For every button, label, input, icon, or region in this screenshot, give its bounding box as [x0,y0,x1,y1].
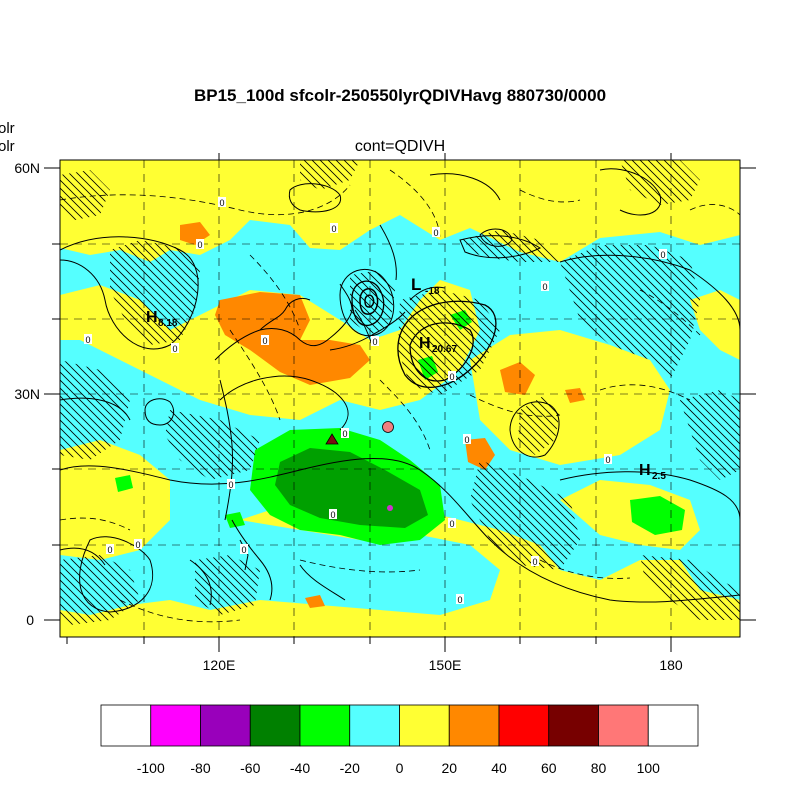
colorbar-label: -20 [340,760,360,776]
colorbar-label: 20 [441,760,457,776]
colorbar-label: -60 [240,760,260,776]
grid-lines [60,160,740,637]
contour-label: 0 [85,335,90,345]
contour-label: 0 [449,372,454,382]
contour-lines [60,168,740,623]
contour-label: 0 [330,510,335,520]
contour-label: 0 [433,228,438,238]
svg-text:2.5: 2.5 [652,471,666,482]
colorbar-box [349,704,400,747]
pressure-center-h-8-18: H 8.18 [146,309,178,329]
left-label-2: olr [0,138,15,155]
colorbar-box [249,704,301,747]
svg-text:0: 0 [241,545,246,555]
contour-label: 0 [219,198,224,208]
colorbar [100,704,699,747]
svg-text:20.67: 20.67 [432,344,457,355]
colorbar-box [598,704,649,747]
hatched-regions [60,160,740,625]
colorbar-box [150,704,201,747]
axis-ticks [44,153,756,652]
colorbar-label: 80 [591,760,607,776]
colorbar-labels: -100 -80 -60 -40 -20 0 20 40 60 80 100 [137,760,660,776]
left-label-1: olr [0,120,15,137]
lat-tick-label-30n: 30N [14,386,40,402]
contour-label: 0 [532,557,537,567]
svg-text:8.18: 8.18 [158,318,178,329]
colorbar-label: 60 [541,760,557,776]
colorbar-label: -100 [137,760,165,776]
svg-text:0: 0 [135,540,140,550]
contour-label: 0 [449,519,454,529]
svg-text:H: H [146,309,158,326]
colorbar-box [299,704,351,747]
contour-label: 0 [331,224,336,234]
svg-text:H: H [419,335,431,352]
colorbar-label: -40 [290,760,310,776]
marker-circle [382,421,394,433]
colorbar-label: 100 [637,760,661,776]
lat-tick-label-0: 0 [26,612,34,628]
svg-text:0: 0 [107,545,112,555]
colorbar-label: -80 [190,760,210,776]
contour-label: 0 [464,435,469,445]
marker-triangle [325,433,339,445]
colorbar-box [448,704,500,747]
svg-text:L: L [411,275,421,294]
coastlines [60,224,446,606]
map-title: BP15_100d sfcolr-250550lyrQDIVHavg 88073… [193,86,607,105]
colorbar-label: 40 [491,760,507,776]
contour-label: 0 [197,240,202,250]
colorbar-box [647,704,699,747]
colorbar-box [100,704,152,747]
lat-tick-label-60n: 60N [14,160,40,176]
lon-tick-label-150e: 150E [429,657,462,673]
contour-label: 0 [262,336,267,346]
svg-text:H: H [639,462,651,479]
contour-label: 0 [342,429,347,439]
colorbar-box [200,704,251,747]
map-border [59,159,741,638]
svg-text:0: 0 [457,595,462,605]
pressure-center-h-20-67: H 20.67 [419,335,457,355]
colorbar-box [498,704,550,747]
map-subtitle: cont=QDIVH [354,138,446,155]
lon-tick-label-180: 180 [659,657,683,673]
contour-zero-labels: 0 0 0 0 0 0 0 0 0 0 0 0 0 0 0 0 0 0 [84,197,667,567]
colorbar-box [399,704,450,747]
contour-label: 0 [172,344,177,354]
colorbar-box [548,704,599,747]
pressure-center-l-neg-18: L -18 [411,275,440,297]
colorbar-label: 0 [396,760,404,776]
contour-label: 0 [605,455,610,465]
contour-label: 0 [372,337,377,347]
contour-label: 0 [228,480,233,490]
svg-text:-18: -18 [425,286,440,297]
contour-label: 0 [660,250,665,260]
contour-label: 0 [542,282,547,292]
pressure-center-h-2-5: H 2.5 [639,462,666,482]
marker-dot [387,505,393,511]
lon-tick-label-120e: 120E [203,657,236,673]
